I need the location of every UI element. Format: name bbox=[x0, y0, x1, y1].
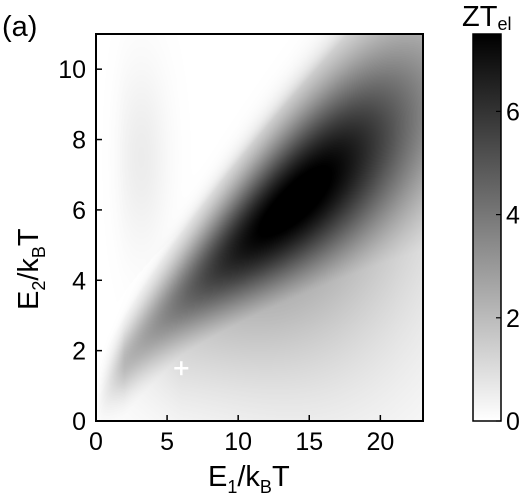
x-tick-label: 10 bbox=[224, 428, 252, 456]
plus-marker bbox=[174, 361, 189, 376]
x-tick-label: 5 bbox=[160, 428, 174, 456]
y-tick-label: 10 bbox=[58, 56, 86, 84]
heatmap bbox=[95, 33, 424, 422]
x-axis-label: E1/kBT bbox=[208, 461, 290, 497]
x-axis-ticks: 0 5 10 15 20 bbox=[89, 415, 394, 456]
colorbar-tick-label: 6 bbox=[506, 98, 520, 126]
y-tick-label: 6 bbox=[72, 197, 86, 225]
colorbar-tick-label: 4 bbox=[506, 202, 520, 230]
panel-label: (a) bbox=[2, 11, 37, 43]
y-tick-label: 8 bbox=[72, 127, 86, 155]
y-tick-label: 2 bbox=[72, 338, 86, 366]
colorbar-gradient bbox=[472, 33, 502, 422]
x-tick-label: 15 bbox=[295, 428, 323, 456]
colorbar-title: ZTel bbox=[462, 1, 511, 34]
plot-frame bbox=[95, 33, 424, 422]
y-tick-label: 4 bbox=[72, 267, 86, 295]
colorbar-tick-label: 2 bbox=[506, 305, 520, 333]
y-axis-ticks: 0 2 4 6 8 10 bbox=[58, 56, 102, 436]
heatmap-image bbox=[96, 34, 423, 421]
x-tick-label: 0 bbox=[89, 428, 103, 456]
colorbar-tick-label: 0 bbox=[506, 408, 520, 436]
colorbar-ticks: 0 2 4 6 bbox=[496, 98, 520, 436]
x-tick-label: 20 bbox=[366, 428, 394, 456]
y-axis-label: E2/kBT bbox=[13, 228, 49, 310]
colorbar: 0 2 4 6 ZTel bbox=[462, 1, 520, 436]
y-tick-label: 0 bbox=[72, 408, 86, 436]
